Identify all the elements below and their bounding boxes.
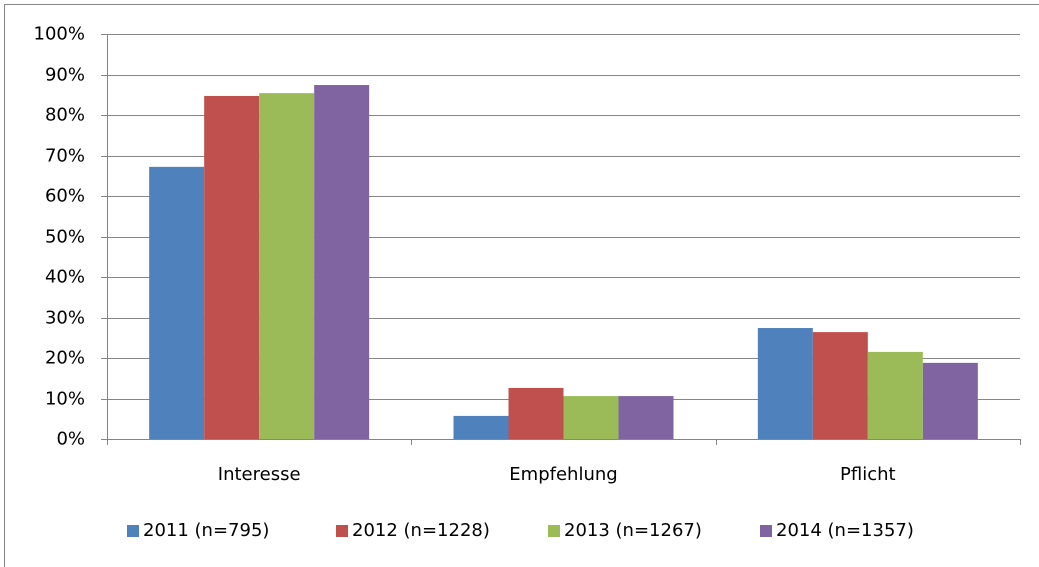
y-tick-label: 20%	[45, 348, 85, 369]
legend-label: 2013 (n=1267)	[564, 520, 702, 541]
legend-swatch	[127, 525, 139, 537]
bar	[204, 95, 260, 439]
legend-label: 2011 (n=795)	[143, 520, 269, 541]
bar	[508, 387, 564, 439]
y-tick-label: 100%	[34, 24, 85, 45]
bar	[563, 396, 619, 439]
bar	[149, 166, 205, 439]
y-tick-label: 70%	[45, 146, 85, 167]
bar	[453, 415, 509, 439]
x-tick-label: Interesse	[218, 464, 301, 485]
legend-swatch	[548, 525, 560, 537]
y-tick-label: 80%	[45, 105, 85, 126]
x-tick-label: Pflicht	[840, 464, 896, 485]
bar	[812, 332, 868, 439]
legend-label: 2012 (n=1228)	[352, 520, 490, 541]
bar	[259, 93, 315, 439]
y-tick-label: 40%	[45, 267, 85, 288]
legend-swatch	[336, 525, 348, 537]
y-tick-label: 90%	[45, 65, 85, 86]
y-tick-label: 50%	[45, 227, 85, 248]
y-tick-label: 60%	[45, 186, 85, 207]
y-tick-label: 30%	[45, 308, 85, 329]
bar	[922, 362, 978, 439]
bar	[757, 328, 813, 439]
bar	[314, 85, 370, 439]
legend-swatch	[760, 525, 772, 537]
bar	[618, 396, 674, 439]
bar	[867, 351, 923, 439]
legend-label: 2014 (n=1357)	[776, 520, 914, 541]
y-tick-label: 10%	[45, 389, 85, 410]
y-tick-label: 0%	[56, 429, 85, 450]
x-tick-label: Empfehlung	[509, 464, 617, 485]
